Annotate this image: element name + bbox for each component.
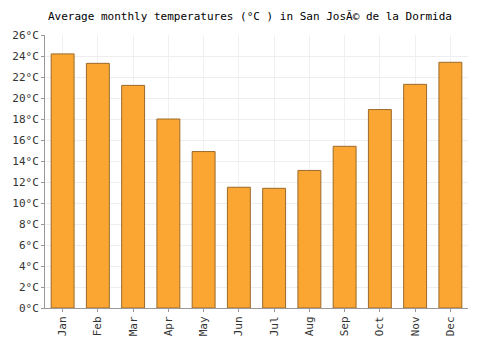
svg-text:14°C: 14°C bbox=[12, 155, 39, 168]
svg-text:22°C: 22°C bbox=[12, 71, 39, 84]
svg-text:0°C: 0°C bbox=[19, 302, 39, 315]
svg-text:2°C: 2°C bbox=[19, 281, 39, 294]
svg-text:10°C: 10°C bbox=[12, 197, 39, 210]
svg-text:May: May bbox=[197, 316, 210, 336]
svg-text:Jan: Jan bbox=[56, 316, 69, 336]
svg-text:24°C: 24°C bbox=[12, 50, 39, 63]
svg-text:20°C: 20°C bbox=[12, 92, 39, 105]
svg-text:12°C: 12°C bbox=[12, 176, 39, 189]
svg-text:Aug: Aug bbox=[303, 316, 316, 336]
svg-text:6°C: 6°C bbox=[19, 239, 39, 252]
svg-text:Oct: Oct bbox=[373, 316, 386, 336]
svg-text:Average monthly temperatures (: Average monthly temperatures (°C ) in Sa… bbox=[48, 10, 452, 23]
svg-text:26°C: 26°C bbox=[12, 29, 39, 42]
svg-text:Jul: Jul bbox=[268, 316, 281, 336]
svg-text:Apr: Apr bbox=[162, 316, 175, 336]
svg-text:Mar: Mar bbox=[127, 316, 140, 336]
svg-text:4°C: 4°C bbox=[19, 260, 39, 273]
svg-text:Nov: Nov bbox=[409, 316, 422, 336]
svg-text:18°C: 18°C bbox=[12, 113, 39, 126]
svg-text:16°C: 16°C bbox=[12, 134, 39, 147]
svg-text:Dec: Dec bbox=[444, 316, 457, 336]
svg-text:8°C: 8°C bbox=[19, 218, 39, 231]
svg-text:Jun: Jun bbox=[232, 316, 245, 336]
svg-text:Feb: Feb bbox=[91, 316, 104, 336]
svg-text:Sep: Sep bbox=[338, 316, 351, 336]
